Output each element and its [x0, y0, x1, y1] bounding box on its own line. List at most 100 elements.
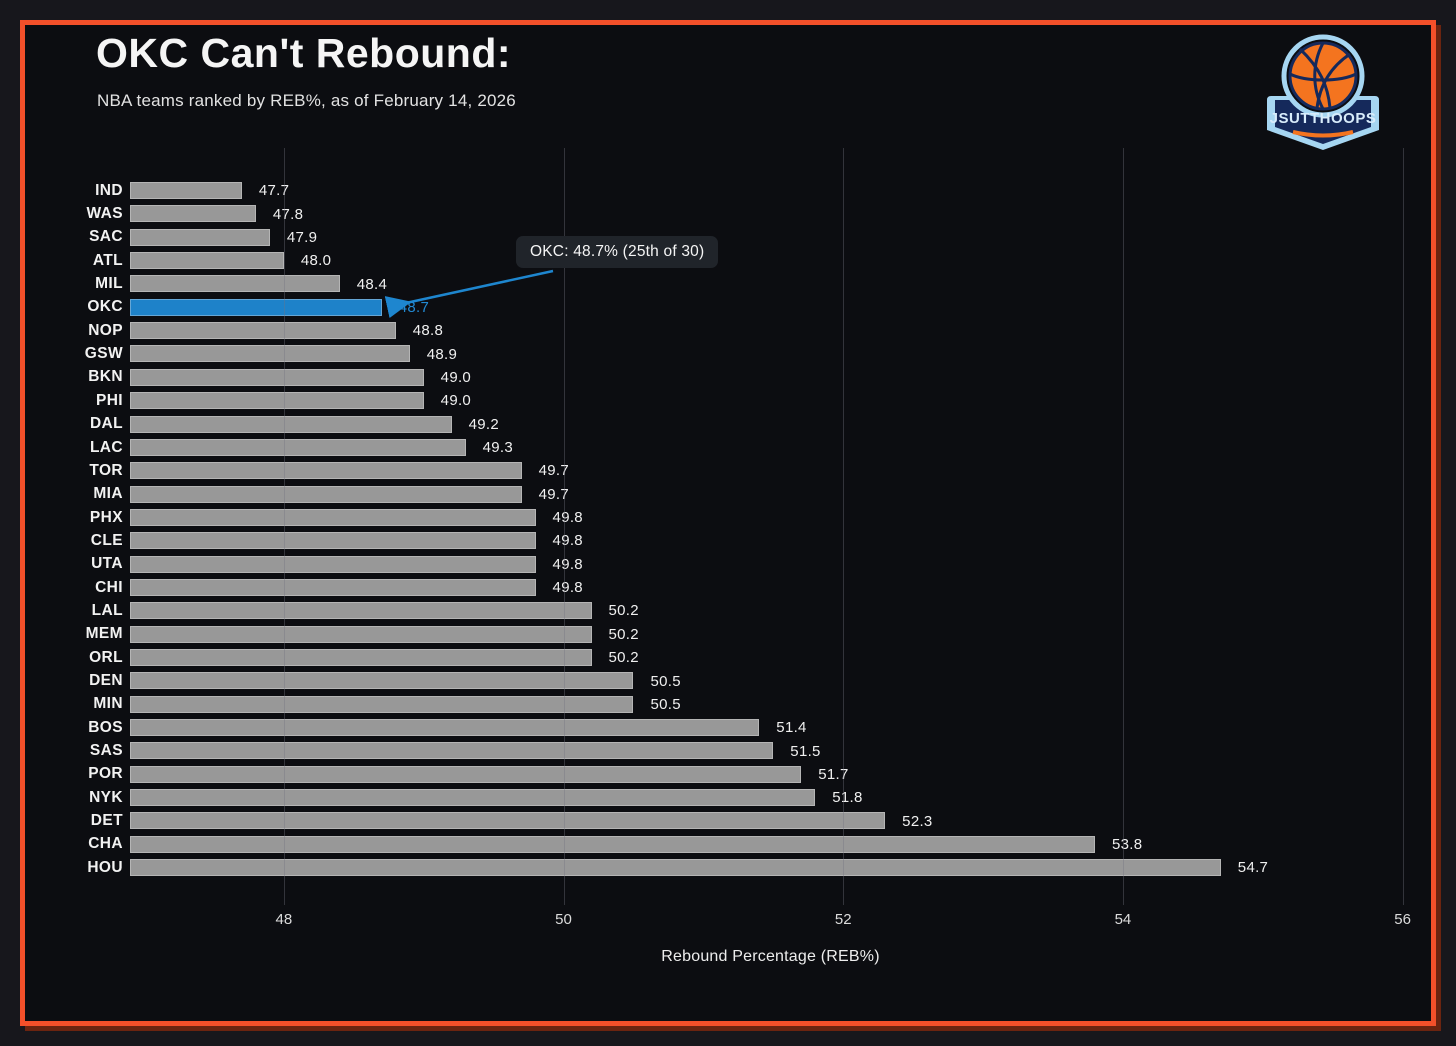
value-label: 49.0 — [440, 368, 472, 386]
value-label: 48.0 — [300, 252, 332, 270]
bar-row: CLE 49.8 — [91, 529, 1411, 552]
team-label: OKC — [87, 298, 123, 316]
bar-row: LAL 50.2 — [92, 599, 1411, 622]
bar — [130, 205, 256, 223]
chart-subtitle: NBA teams ranked by REB%, as of February… — [97, 91, 516, 110]
bar — [130, 415, 452, 433]
value-label: 49.7 — [538, 462, 569, 480]
value-label: 50.5 — [650, 672, 681, 690]
okc-annotation: OKC: 48.7% (25th of 30) — [516, 236, 719, 268]
team-label: BKN — [88, 368, 123, 386]
bar-row: DAL 49.2 — [90, 413, 1411, 436]
bar-row: IND 47.7 — [95, 179, 1411, 202]
value-label: 47.9 — [286, 228, 318, 246]
bar-row: POR 51.7 — [88, 763, 1411, 786]
team-label: ATL — [92, 251, 123, 269]
team-label: MIN — [93, 695, 123, 713]
value-label: 49.0 — [440, 392, 472, 410]
bar — [130, 789, 816, 807]
bar-row: DEN 50.5 — [89, 669, 1411, 692]
x-tick-label: 52 — [834, 911, 852, 928]
bar — [130, 392, 424, 410]
team-label: MIA — [93, 485, 123, 503]
value-label: 50.5 — [650, 695, 681, 713]
basketball-icon — [1288, 41, 1358, 111]
bar-row: TOR 49.7 — [89, 459, 1411, 482]
team-label: PHX — [89, 508, 123, 526]
team-label: DAL — [89, 415, 123, 433]
team-label: UTA — [91, 555, 123, 573]
value-label: 50.2 — [608, 649, 639, 667]
value-label: 50.2 — [608, 602, 639, 620]
team-label: GSW — [84, 345, 123, 363]
bar — [130, 719, 760, 737]
x-tick-label: 56 — [1394, 911, 1411, 928]
value-label: 48.7 — [398, 298, 430, 316]
value-label: 53.8 — [1111, 835, 1143, 853]
team-label: SAC — [89, 228, 123, 246]
team-label: IND — [95, 181, 123, 199]
team-label: SAS — [89, 742, 123, 760]
value-label: 47.8 — [272, 205, 304, 223]
bar — [130, 812, 886, 830]
bar-row: NOP 48.8 — [88, 319, 1411, 342]
bar — [130, 485, 522, 503]
bar-row: MIL 48.4 — [95, 272, 1411, 295]
bar — [130, 625, 592, 643]
team-label: MEM — [85, 625, 123, 643]
bar-row: LAC 49.3 — [90, 436, 1411, 459]
bar — [130, 835, 1095, 853]
value-label: 52.3 — [902, 812, 933, 830]
team-label: NOP — [88, 321, 123, 339]
bar — [130, 438, 466, 456]
value-label: 48.4 — [356, 275, 388, 293]
bar-row: SAC 47.9 — [89, 226, 1411, 249]
x-tick-label: 50 — [555, 911, 572, 928]
value-label: 49.8 — [552, 579, 583, 597]
bar — [130, 578, 536, 596]
bar-row: HOU 54.7 — [87, 856, 1411, 879]
bar — [130, 742, 774, 760]
bar-rows: IND 47.7 WAS 47.8 SAC 47.9 ATL 48.0 MIL 48.4 OKC 48… — [85, 179, 1411, 880]
bar-row: OKC 48.7 — [87, 296, 1411, 319]
value-label: 49.8 — [552, 532, 583, 550]
bar — [130, 649, 592, 666]
x-axis-ticks: 48 50 52 54 56 — [130, 911, 1411, 933]
bar-row: DET 52.3 — [91, 809, 1411, 832]
bar-row: PHI 49.0 — [96, 389, 1411, 412]
value-label: 49.8 — [552, 555, 583, 573]
bar-row: UTA 49.8 — [91, 553, 1411, 576]
x-tick-label: 48 — [275, 911, 293, 928]
bar-row: WAS 47.8 — [86, 202, 1411, 225]
bar — [130, 252, 284, 270]
value-label: 47.7 — [258, 182, 290, 200]
team-label: CHI — [95, 578, 123, 596]
team-label: LAC — [89, 438, 123, 456]
team-label: WAS — [86, 205, 123, 223]
bar — [130, 345, 410, 363]
value-label: 49.2 — [468, 415, 500, 433]
value-label: 49.3 — [482, 439, 514, 457]
value-label: 51.8 — [832, 789, 863, 807]
team-label: CLE — [90, 531, 123, 549]
bar — [130, 508, 536, 526]
bar — [130, 322, 396, 340]
bar-row: SAS 51.5 — [90, 739, 1411, 762]
value-label: 54.7 — [1237, 859, 1269, 877]
bar — [130, 228, 270, 246]
bar — [130, 672, 634, 690]
bar — [130, 532, 536, 550]
value-label: 51.5 — [790, 742, 821, 760]
team-label: LAL — [91, 601, 123, 619]
bar-row: MIA 49.7 — [93, 483, 1411, 506]
value-label: 51.7 — [818, 765, 849, 783]
bar-row: CHI 49.8 — [95, 576, 1411, 599]
bar-row: MIN 50.5 — [93, 693, 1411, 716]
bar-okc-highlight — [130, 298, 382, 316]
value-label: 50.2 — [608, 625, 639, 643]
team-label: POR — [88, 765, 123, 783]
bar — [130, 695, 634, 713]
team-label: BOS — [88, 718, 123, 736]
x-axis-title: Rebound Percentage (REB%) — [661, 948, 880, 965]
x-tick-label: 54 — [1114, 911, 1132, 928]
